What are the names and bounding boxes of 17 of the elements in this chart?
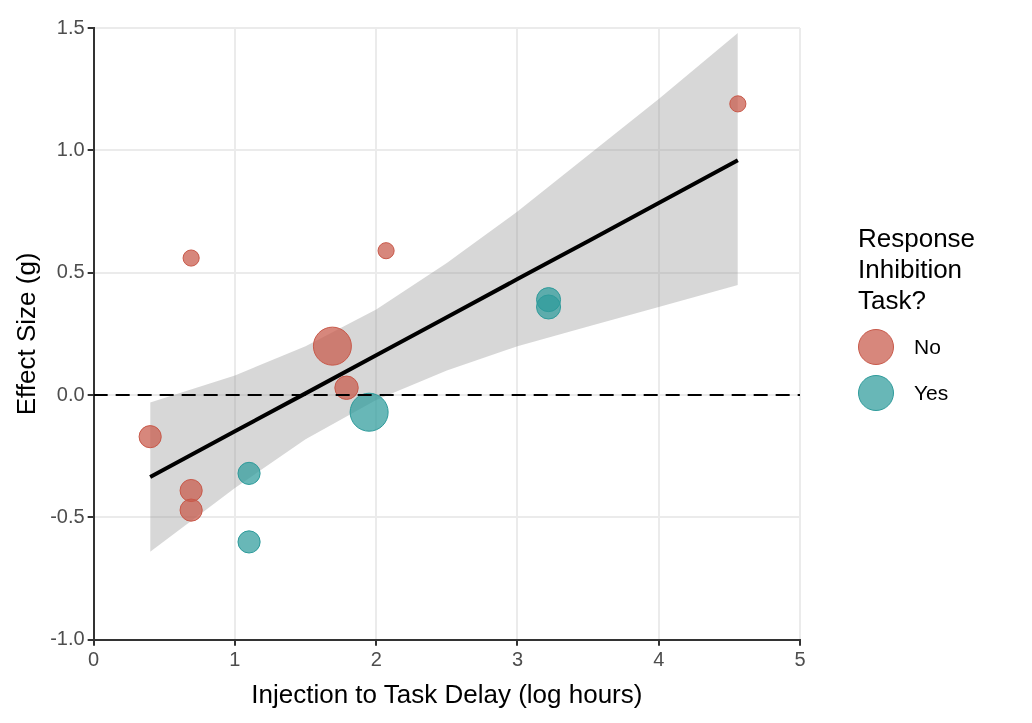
y-tick-label: 0.5 [56,260,85,283]
x-tick-label: 3 [511,648,524,671]
x-tick-label: 1 [229,648,241,671]
x-tick-label: 4 [653,648,665,671]
legend-label: Yes [914,381,949,405]
y-tick-label: 1.5 [56,15,85,38]
y-axis-title: Effect Size (g) [10,252,41,416]
x-tick-label: 0 [88,648,100,671]
x-axis-title: Injection to Task Delay (log hours) [251,678,643,709]
legend-label: No [914,335,941,359]
x-tick-label: 5 [794,648,806,671]
x-tick-label: 2 [370,648,382,671]
legend-title: Response Inhibition Task? [858,223,977,316]
y-tick-label: 1.0 [56,137,85,160]
y-tick-label: -1.0 [50,627,85,650]
y-tick-label: 0.0 [56,382,85,405]
y-tick-label: -0.5 [50,504,85,527]
